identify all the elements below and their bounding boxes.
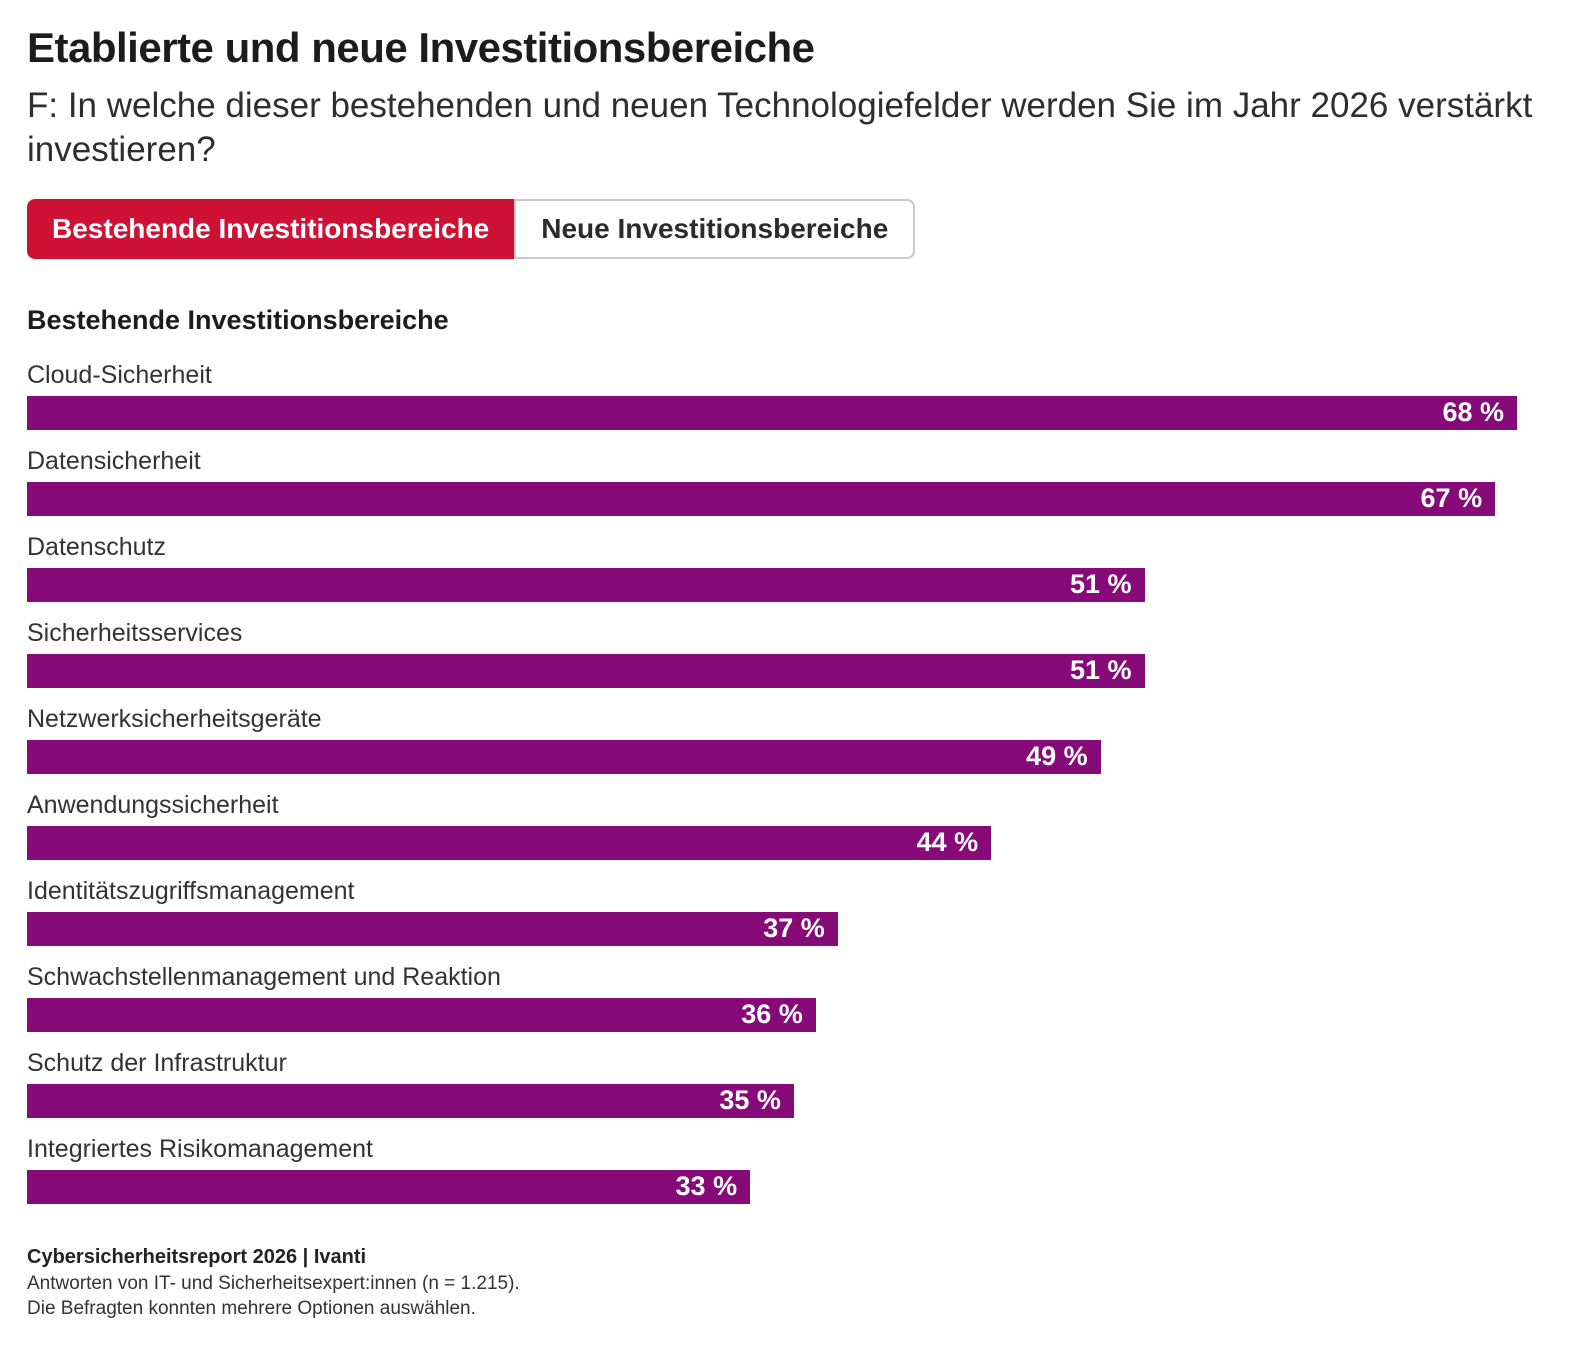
bar-track: 44 % — [27, 825, 1517, 860]
bar-label: Schutz der Infrastruktur — [27, 1048, 287, 1077]
bar-chart: Cloud-Sicherheit 68 % Datensicherheit 67 % D… — [27, 361, 1517, 1204]
bar-track: 51 % — [27, 653, 1517, 688]
bar: 35 % — [27, 1083, 794, 1118]
bar-label: Anwendungssicherheit — [27, 790, 279, 819]
chart-row: Netzwerksicherheitsgeräte 49 % — [27, 705, 1517, 774]
bar-value: 37 % — [763, 913, 825, 944]
bar-value: 67 % — [1420, 483, 1483, 514]
tab-bar: Bestehende Investitionsbereiche Neue Inve… — [27, 198, 1561, 259]
bar-track: 67 % — [27, 481, 1517, 516]
bar-label: Sicherheitsservices — [27, 618, 243, 647]
bar: 44 % — [27, 825, 992, 860]
bar: 51 % — [27, 567, 1145, 602]
bar-value: 51 % — [1069, 655, 1132, 686]
bar-value: 35 % — [719, 1085, 781, 1116]
section-heading: Bestehende Investitionsbereiche — [27, 304, 449, 335]
chart-row: Schutz der Infrastruktur 35 % — [27, 1049, 1517, 1118]
footer: Cybersicherheitsreport 2026 | Ivanti Ant… — [27, 1246, 1561, 1321]
bar-value: 33 % — [675, 1171, 738, 1202]
bar: 36 % — [27, 997, 816, 1032]
bar: 33 % — [27, 1169, 751, 1204]
chart-row: Schwachstellenmanagement und Reaktion 36 … — [27, 963, 1517, 1032]
bar: 37 % — [27, 911, 838, 946]
chart-row: Sicherheitsservices 51 % — [27, 619, 1517, 688]
bar-value: 49 % — [1026, 741, 1088, 772]
page-title: Etablierte und neue Investitionsbereiche — [27, 24, 815, 71]
chart-row: Integriertes Risikomanagement 33 % — [27, 1135, 1517, 1204]
bar-track: 35 % — [27, 1083, 1517, 1118]
bar-label: Datenschutz — [27, 532, 166, 561]
bar: 49 % — [27, 739, 1101, 774]
bar-value: 68 % — [1442, 397, 1504, 428]
bar: 68 % — [27, 395, 1517, 430]
survey-question: F: In welche dieser bestehenden und neue… — [27, 86, 1533, 170]
tab-bestehende[interactable]: Bestehende Investitionsbereiche — [27, 198, 515, 259]
chart-row: Identitätszugriffsmanagement 37 % — [27, 877, 1517, 946]
bar-label: Integriertes Risikomanagement — [27, 1134, 373, 1163]
bar: 51 % — [27, 653, 1145, 688]
bar-track: 36 % — [27, 997, 1517, 1032]
bar-label: Datensicherheit — [27, 446, 201, 475]
bar-value: 44 % — [916, 827, 979, 858]
bar-label: Cloud-Sicherheit — [27, 360, 212, 389]
bar-value: 51 % — [1069, 569, 1132, 600]
bar-label: Netzwerksicherheitsgeräte — [27, 704, 322, 733]
chart-row: Datensicherheit 67 % — [27, 447, 1517, 516]
bar-track: 33 % — [27, 1169, 1517, 1204]
bar-track: 51 % — [27, 567, 1517, 602]
bar-label: Schwachstellenmanagement und Reaktion — [27, 962, 501, 991]
bar: 67 % — [27, 481, 1496, 516]
footer-note-options: Die Befragten konnten mehrere Optionen a… — [27, 1297, 476, 1319]
bar-label: Identitätszugriffsmanagement — [27, 876, 355, 905]
bar-track: 37 % — [27, 911, 1517, 946]
bar-track: 49 % — [27, 739, 1517, 774]
bar-track: 68 % — [27, 395, 1517, 430]
bar-value: 36 % — [741, 999, 803, 1030]
chart-row: Cloud-Sicherheit 68 % — [27, 361, 1517, 430]
chart-row: Datenschutz 51 % — [27, 533, 1517, 602]
footer-source: Cybersicherheitsreport 2026 | Ivanti — [27, 1245, 367, 1268]
tab-neue[interactable]: Neue Investitionsbereiche — [514, 198, 916, 259]
chart-row: Anwendungssicherheit 44 % — [27, 791, 1517, 860]
footer-note-respondents: Antworten von IT- und Sicherheitsexpert:… — [27, 1272, 520, 1294]
